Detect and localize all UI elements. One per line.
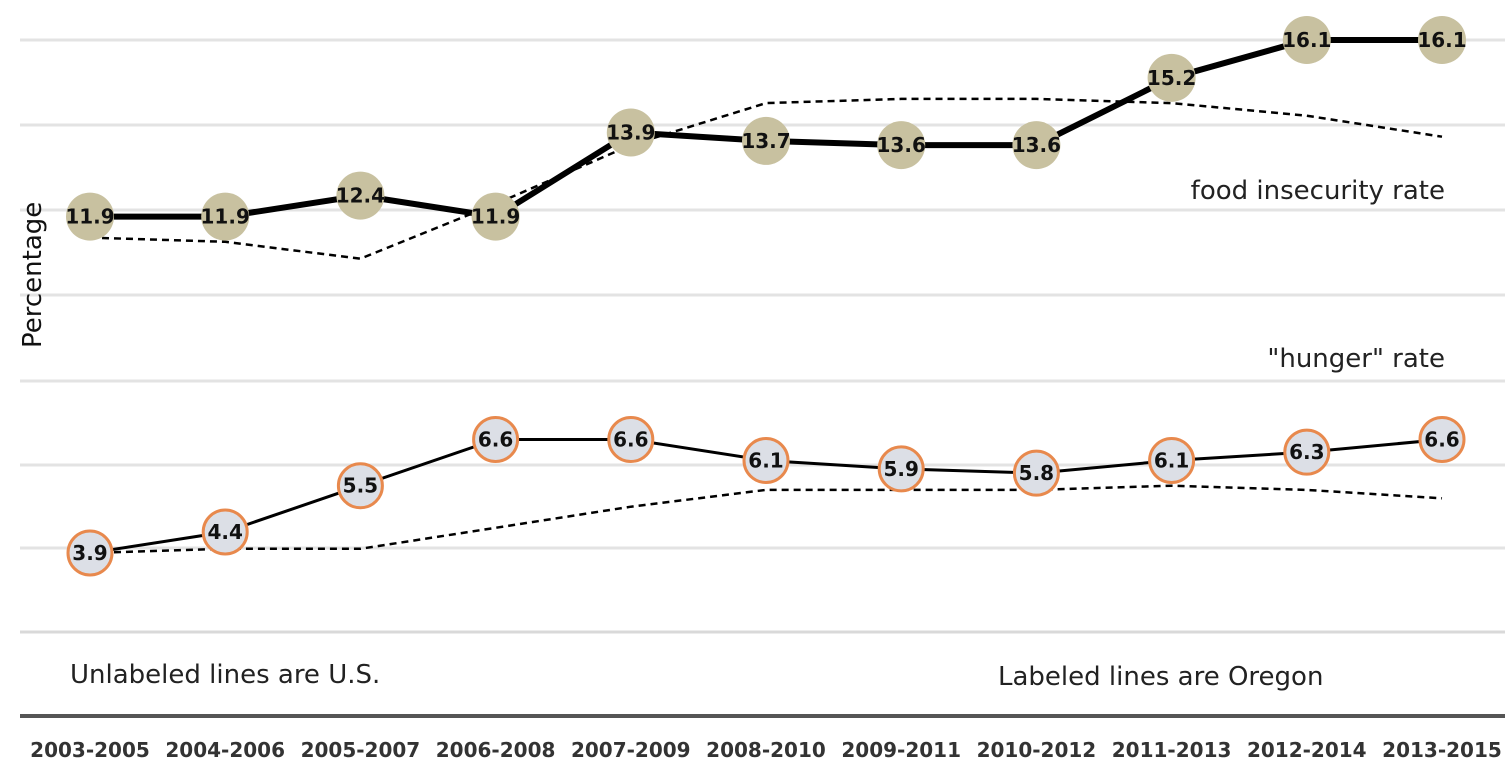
data-point-marker [66,529,114,577]
y-axis-label: Percentage [18,201,48,348]
data-label: 15.2 [1147,66,1196,90]
x-tick-label: 2013-2015 [1382,738,1502,762]
data-point-marker [1418,415,1466,463]
data-label: 16.1 [1282,28,1331,52]
data-point-marker [336,462,384,510]
data-point-marker [201,508,249,556]
data-label: 11.9 [65,205,114,229]
data-label: 5.8 [1019,461,1054,485]
series-line-us [89,97,1443,260]
x-tick-label: 2005-2007 [301,738,421,762]
data-point-marker [472,415,520,463]
data-label: 6.1 [1154,448,1189,472]
data-label: 12.4 [336,184,385,208]
data-label: 6.3 [1289,440,1324,464]
data-label: 5.5 [343,474,378,498]
data-label: 6.6 [1424,427,1459,451]
x-tick-label: 2012-2014 [1247,738,1367,762]
x-tick-label: 2008-2010 [706,738,826,762]
data-label: 11.9 [471,205,520,229]
data-point-marker [606,108,655,157]
data-point-marker [1147,53,1196,102]
data-label: 13.6 [1012,133,1061,157]
data-point-marker [1012,121,1061,170]
note-labeled-lines: Labeled lines are Oregon [998,662,1324,692]
x-tick-label: 2006-2008 [436,738,556,762]
data-label: 13.9 [606,121,655,145]
x-tick-label: 2003-2005 [30,738,150,762]
series-label-hunger: "hunger" rate [1267,344,1445,374]
series-label-food-insecurity: food insecurity rate [1190,176,1445,206]
data-point-marker [201,192,250,241]
x-tick-label: 2009-2011 [841,738,961,762]
data-label: 6.6 [613,427,648,451]
data-label: 13.7 [741,129,790,153]
data-point-marker [1012,449,1060,497]
x-tick-label: 2004-2006 [165,738,285,762]
data-label: 6.1 [748,448,783,472]
note-unlabeled-lines: Unlabeled lines are U.S. [70,660,381,690]
data-point-marker [471,192,520,241]
data-point-marker [1148,436,1196,484]
x-tick-label: 2010-2012 [977,738,1097,762]
data-point-marker [877,121,926,170]
data-label: 6.6 [478,427,513,451]
x-tick-label: 2007-2009 [571,738,691,762]
data-point-marker [336,171,385,220]
data-label: 4.4 [207,520,242,544]
data-point-marker [877,445,925,493]
data-label: 16.1 [1417,28,1466,52]
x-tick-label: 2011-2013 [1112,738,1232,762]
data-point-marker [742,436,790,484]
data-label: 13.6 [877,133,926,157]
data-label: 11.9 [201,205,250,229]
data-label: 3.9 [72,541,107,565]
series-line-us [89,484,1443,555]
data-point-marker [1282,16,1331,64]
data-label: 5.9 [883,457,918,481]
data-point-marker [607,415,655,463]
data-point-marker [742,116,790,165]
data-point-marker [1418,16,1466,64]
data-point-marker [1283,428,1331,476]
data-point-marker [66,192,114,241]
